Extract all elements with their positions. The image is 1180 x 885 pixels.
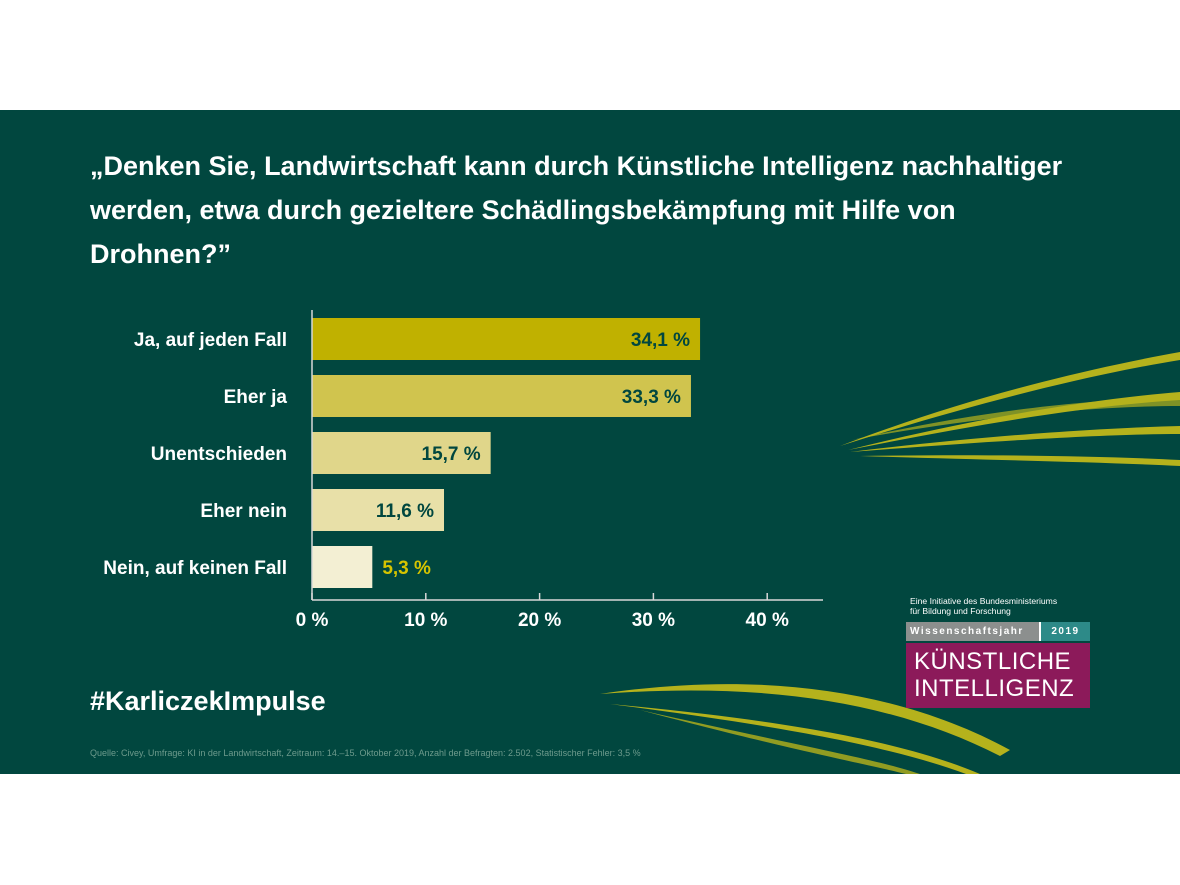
x-tick-label-2: 10 % [404,610,447,631]
hashtag: #KarliczekImpulse [90,686,326,716]
x-ticks-layer: 0 % 10 % 20 % 30 % 40 % [296,593,789,631]
x-tick-label-3: 20 % [518,610,561,631]
slide-panel: „Denken Sie, Landwirtschaft kann durch K… [0,110,1180,774]
logo-year-band: Wissenschaftsjahr 2019 [906,622,1090,641]
category-labels-layer: Ja, auf jeden Fall Eher ja Unentschieden Eh… [103,330,287,579]
category-label-4: Eher nein [200,501,287,522]
bar-4 [312,489,445,531]
logo-title-line1: KÜNSTLICHE [914,648,1072,675]
value-label-2: 33,3 % [622,387,681,408]
survey-question: „Denken Sie, Landwirtschaft kann durch K… [90,151,1063,269]
value-label-3: 15,7 % [422,444,481,465]
value-label-5: 5,3 % [382,558,431,579]
value-label-1: 34,1 % [631,330,690,351]
bars-layer [312,318,701,588]
bar-3 [312,432,491,474]
logo-title-line2: INTELLIGENZ [914,675,1075,702]
x-tick-label-4: 30 % [632,610,675,631]
bar-chart: Ja, auf jeden Fall Eher ja Unentschieden Eh… [103,310,823,631]
logo-initiative-text: Eine Initiative des Bundesministeriums f… [910,596,1090,616]
category-label-1: Ja, auf jeden Fall [134,330,287,351]
wissenschaftsjahr-logo: Eine Initiative des Bundesministeriums f… [906,596,1090,708]
category-label-2: Eher ja [224,387,288,408]
x-tick-label-5: 40 % [746,610,789,631]
value-label-4: 11,6 % [376,501,434,522]
logo-initiative-line2: für Bildung und Forschung [910,606,1011,616]
source-note: Quelle: Civey, Umfrage: KI in der Landwi… [90,748,641,758]
decorative-leaves [600,352,1180,774]
logo-initiative-line1: Eine Initiative des Bundesministeriums [910,596,1058,606]
bar-2 [312,375,691,417]
category-label-3: Unentschieden [151,444,287,465]
category-label-5: Nein, auf keinen Fall [103,558,287,579]
value-labels-layer: 34,1 % 33,3 % 15,7 % 11,6 % 5,3 % [376,330,690,579]
logo-year-label: Wissenschaftsjahr [906,622,1039,641]
logo-year: 2019 [1039,622,1090,641]
bar-1 [312,318,701,360]
x-tick-label-1: 0 % [296,610,329,631]
logo-title: KÜNSTLICHE INTELLIGENZ [906,643,1090,708]
bar-5 [312,546,373,588]
